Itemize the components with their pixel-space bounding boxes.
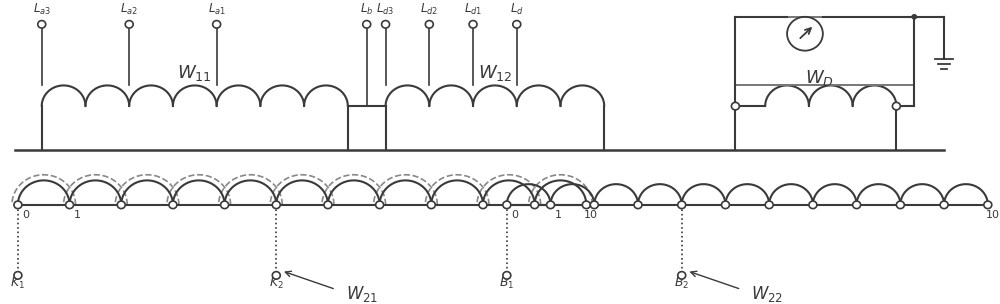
Circle shape: [853, 201, 861, 209]
Text: $L_d$: $L_d$: [510, 2, 524, 17]
Circle shape: [531, 201, 539, 209]
Circle shape: [66, 201, 74, 209]
Text: $W_D$: $W_D$: [805, 68, 834, 88]
Circle shape: [221, 201, 229, 209]
Text: 10: 10: [584, 210, 598, 220]
Text: $L_{d3}$: $L_{d3}$: [376, 2, 395, 17]
Text: $W_{12}$: $W_{12}$: [478, 63, 512, 83]
Circle shape: [582, 201, 590, 209]
Text: $W_{21}$: $W_{21}$: [346, 284, 378, 304]
Text: $L_{d1}$: $L_{d1}$: [464, 2, 482, 17]
Text: $W_{22}$: $W_{22}$: [751, 284, 783, 304]
Circle shape: [125, 21, 133, 28]
Circle shape: [765, 201, 773, 209]
Circle shape: [363, 21, 371, 28]
Text: $L_b$: $L_b$: [360, 2, 373, 17]
Text: 10: 10: [986, 210, 1000, 220]
Circle shape: [678, 201, 686, 209]
Circle shape: [809, 201, 817, 209]
Circle shape: [272, 271, 280, 279]
Circle shape: [503, 271, 511, 279]
Text: $B_2$: $B_2$: [674, 276, 689, 291]
Text: 0: 0: [22, 210, 29, 220]
Circle shape: [382, 21, 390, 28]
Circle shape: [678, 271, 686, 279]
Circle shape: [892, 102, 900, 110]
Circle shape: [940, 201, 948, 209]
Text: $L_{d2}$: $L_{d2}$: [420, 2, 438, 17]
Circle shape: [513, 21, 521, 28]
Circle shape: [911, 14, 917, 20]
Circle shape: [169, 201, 177, 209]
Text: $L_{a1}$: $L_{a1}$: [208, 2, 226, 17]
Text: $W_{11}$: $W_{11}$: [177, 63, 212, 83]
Circle shape: [14, 271, 22, 279]
Circle shape: [721, 201, 729, 209]
Circle shape: [469, 21, 477, 28]
Circle shape: [634, 201, 642, 209]
Circle shape: [425, 21, 433, 28]
Circle shape: [272, 201, 280, 209]
Circle shape: [213, 21, 221, 28]
Text: 0: 0: [511, 210, 518, 220]
Text: $K_1$: $K_1$: [10, 276, 25, 291]
Circle shape: [590, 201, 598, 209]
Circle shape: [38, 21, 46, 28]
Circle shape: [479, 201, 487, 209]
Circle shape: [503, 201, 511, 209]
Circle shape: [324, 201, 332, 209]
Text: $B_1$: $B_1$: [499, 276, 514, 291]
Text: $L_{a2}$: $L_{a2}$: [120, 2, 138, 17]
Circle shape: [896, 201, 904, 209]
Circle shape: [14, 201, 22, 209]
Circle shape: [547, 201, 555, 209]
Text: $K_2$: $K_2$: [269, 276, 284, 291]
Circle shape: [731, 102, 739, 110]
Text: $L_{a3}$: $L_{a3}$: [33, 2, 51, 17]
Circle shape: [427, 201, 435, 209]
Circle shape: [117, 201, 125, 209]
Circle shape: [984, 201, 992, 209]
Text: 1: 1: [74, 210, 81, 220]
Circle shape: [376, 201, 384, 209]
Text: 1: 1: [555, 210, 562, 220]
